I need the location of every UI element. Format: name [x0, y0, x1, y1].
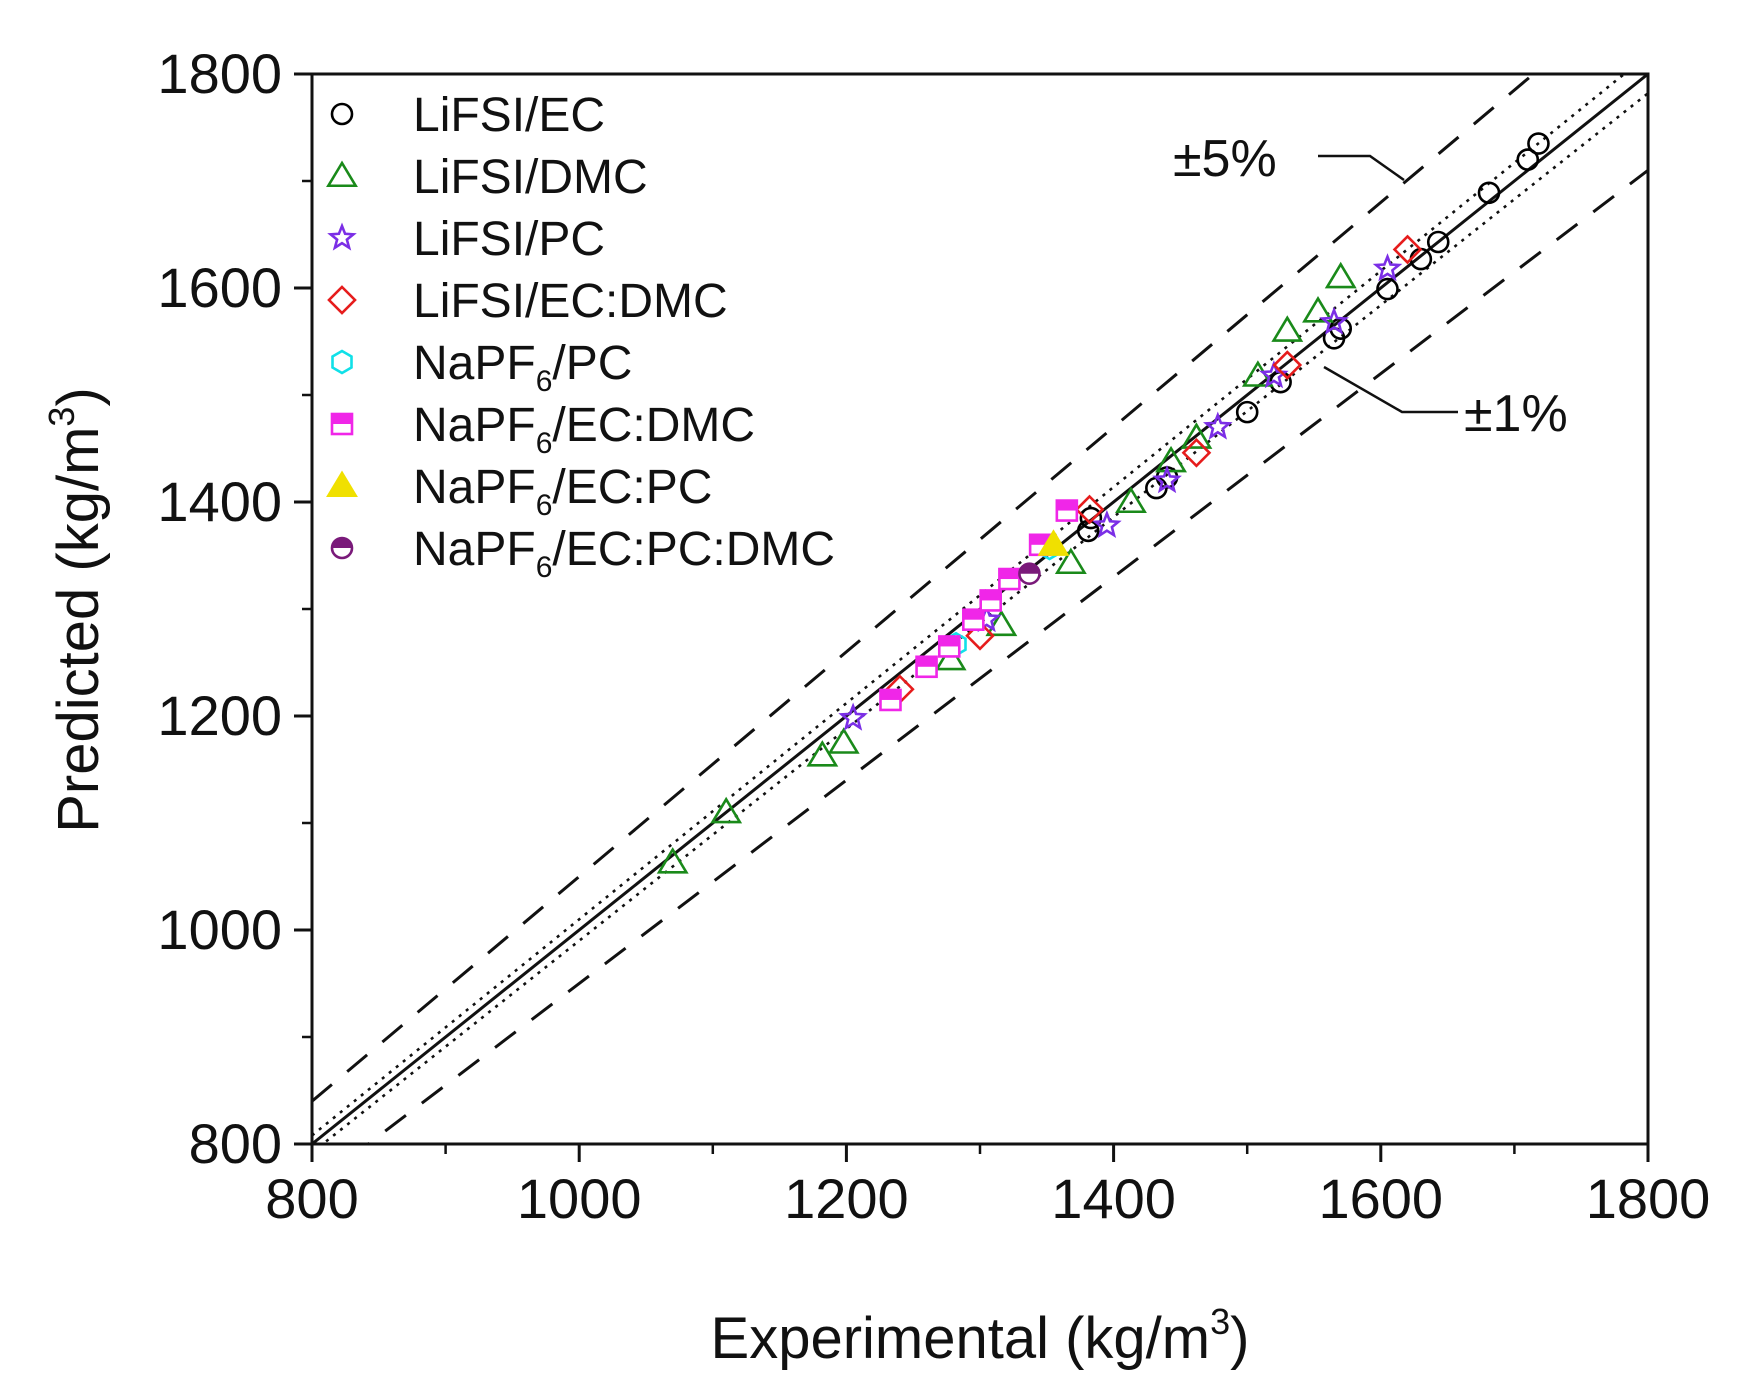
x-tick-label: 1600 — [1319, 1167, 1444, 1230]
data-point — [1376, 277, 1399, 301]
legend: LiFSI/EC LiFSI/DMC LiFSI/PC LiFSI/EC:DMC NaP… — [326, 89, 835, 584]
annotation-1pct-leader — [1323, 365, 1458, 414]
data-point — [1152, 465, 1182, 494]
x-tick-label: 1800 — [1586, 1167, 1711, 1230]
data-point — [879, 688, 902, 712]
data-point — [962, 608, 985, 632]
data-point — [838, 702, 868, 731]
data-point — [1426, 230, 1450, 254]
data-point — [1516, 148, 1540, 171]
legend-label: LiFSI/PC — [413, 213, 605, 266]
legend-label: LiFSI/EC:DMC — [413, 275, 728, 328]
legend-item: LiFSI/PC — [327, 213, 605, 266]
data-point — [1018, 562, 1041, 585]
data-point — [1115, 486, 1147, 514]
legend-label: LiFSI/EC — [413, 89, 605, 142]
x-tick-label: 1200 — [784, 1167, 909, 1230]
data-point — [1037, 529, 1070, 556]
data-point — [1074, 494, 1105, 525]
data-point — [1477, 181, 1501, 205]
data-point — [1092, 509, 1122, 539]
x-tick-label: 1000 — [517, 1167, 642, 1230]
y-tick-label: 1200 — [157, 684, 282, 747]
annotation-1pct-label: ±1% — [1464, 385, 1568, 443]
annotation-5pct-label: ±5% — [1173, 130, 1277, 188]
legend-item: LiFSI/EC — [330, 89, 605, 142]
data-point — [1235, 400, 1259, 424]
data-point — [1202, 411, 1233, 440]
data-point — [1409, 247, 1433, 271]
x-axis: 800 1000 1200 1400 1600 1800 — [265, 1144, 1710, 1230]
data-point — [998, 567, 1021, 591]
annotation-5pct-leader — [1318, 154, 1405, 182]
data-point — [1079, 506, 1103, 530]
data-point — [1055, 499, 1079, 522]
legend-marker — [327, 222, 357, 251]
annotation-5pct: ±5% — [1173, 130, 1405, 188]
data-point — [1272, 350, 1303, 380]
legend-marker — [330, 536, 354, 560]
legend-marker — [326, 160, 358, 188]
x-axis-label: Experimental (kg/m3) — [711, 1301, 1250, 1371]
legend-label: NaPF6/EC:PC:DMC — [413, 523, 835, 584]
data-point — [656, 847, 689, 874]
annotation-1pct: ±1% — [1323, 365, 1568, 443]
data-point — [1181, 437, 1212, 468]
upper-1pct-line — [312, 74, 1627, 1137]
legend-marker — [327, 285, 357, 315]
data-point — [827, 727, 860, 754]
legend-item: NaPF6/EC:PC — [326, 461, 712, 522]
data-point — [1372, 253, 1403, 282]
data-point — [1054, 547, 1087, 575]
legend-marker — [326, 470, 358, 498]
legend-label: NaPF6/PC — [413, 337, 632, 398]
data-points — [656, 132, 1550, 874]
legend-label: NaPF6/EC:PC — [413, 461, 712, 522]
y-axis-label: Predicted (kg/m3) — [41, 387, 111, 833]
data-point — [915, 655, 938, 679]
lower-5pct-line — [365, 169, 1648, 1144]
data-point — [937, 635, 961, 658]
data-point — [1324, 261, 1357, 289]
legend-item: LiFSI/DMC — [326, 151, 648, 204]
data-point — [710, 796, 743, 824]
y-tick-label: 800 — [189, 1112, 282, 1175]
data-point — [1180, 422, 1213, 449]
data-point — [965, 620, 995, 651]
upper-5pct-line — [312, 74, 1536, 1103]
legend-label: NaPF6/EC:DMC — [413, 399, 755, 460]
data-point — [985, 609, 1018, 637]
y-tick-label: 1000 — [157, 898, 282, 961]
y-tick-label: 1400 — [157, 470, 282, 533]
data-point — [1527, 132, 1550, 155]
legend-marker — [330, 412, 354, 436]
data-point — [1271, 315, 1304, 342]
data-point — [1319, 306, 1349, 335]
y-tick-label: 1600 — [157, 256, 282, 319]
data-point — [1302, 296, 1334, 323]
legend-marker — [330, 102, 354, 126]
data-point — [979, 589, 1002, 612]
data-point — [1392, 234, 1423, 265]
legend-label: LiFSI/DMC — [413, 151, 648, 204]
legend-item: NaPF6/EC:DMC — [330, 399, 755, 460]
x-tick-label: 800 — [265, 1167, 358, 1230]
legend-item: NaPF6/PC — [331, 337, 632, 398]
data-point — [806, 740, 839, 767]
y-tick-label: 1800 — [157, 42, 282, 105]
x-tick-label: 1400 — [1051, 1167, 1176, 1230]
legend-item: NaPF6/EC:PC:DMC — [330, 523, 835, 584]
data-point — [1155, 445, 1187, 473]
legend-item: LiFSI/EC:DMC — [327, 275, 728, 328]
legend-marker — [331, 349, 353, 375]
y-axis: 800 1000 1200 1400 1600 1800 — [157, 42, 312, 1175]
